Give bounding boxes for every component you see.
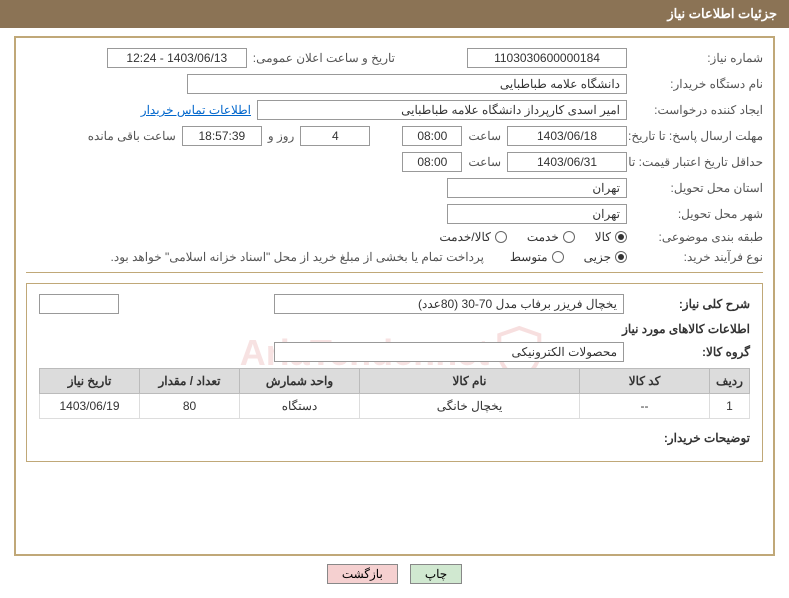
radio-dot-icon: [495, 231, 507, 243]
process-note: پرداخت تمام یا بخشی از مبلغ خرید از محل …: [111, 250, 484, 264]
row-process: نوع فرآیند خرید: جزیی متوسط پرداخت تمام …: [26, 250, 763, 264]
time-remaining: 18:57:39: [182, 126, 262, 146]
row-category: طبقه بندی موضوعی: کالا خدمت کالا/خدمت: [26, 230, 763, 244]
need-number-label: شماره نیاز:: [633, 51, 763, 65]
cell-date: 1403/06/19: [40, 394, 140, 419]
back-button[interactable]: بازگشت: [327, 564, 398, 584]
days-remaining: 4: [300, 126, 370, 146]
desc-extra-box: [39, 294, 119, 314]
radio-khadamat-label: خدمت: [527, 230, 559, 244]
goods-group-value: محصولات الکترونیکی: [274, 342, 624, 362]
city-label: شهر محل تحویل:: [633, 207, 763, 221]
goods-group-label: گروه کالا:: [630, 345, 750, 359]
col-name: نام کالا: [360, 369, 580, 394]
row-validity: حداقل تاریخ اعتبار قیمت: تا تاریخ: 1403/…: [26, 152, 763, 172]
radio-small[interactable]: جزیی: [584, 250, 627, 264]
announce-value: 1403/06/13 - 12:24: [107, 48, 247, 68]
col-row: ردیف: [710, 369, 750, 394]
radio-dot-icon: [615, 251, 627, 263]
col-qty: تعداد / مقدار: [140, 369, 240, 394]
buyer-org-label: نام دستگاه خریدار:: [633, 77, 763, 91]
cell-unit: دستگاه: [240, 394, 360, 419]
city-value: تهران: [447, 204, 627, 224]
radio-kalakhadmat[interactable]: کالا/خدمت: [439, 230, 506, 244]
category-radio-group: کالا خدمت کالا/خدمت: [439, 230, 627, 244]
col-date: تاریخ نیاز: [40, 369, 140, 394]
province-value: تهران: [447, 178, 627, 198]
row-need-number: شماره نیاز: 1103030600000184 تاریخ و ساع…: [26, 48, 763, 68]
cell-name: یخچال خانگی: [360, 394, 580, 419]
radio-kalakhadmat-label: کالا/خدمت: [439, 230, 490, 244]
col-code: کد کالا: [580, 369, 710, 394]
process-radio-group: جزیی متوسط: [510, 250, 627, 264]
requester-value: امیر اسدی کارپرداز دانشگاه علامه طباطبای…: [257, 100, 627, 120]
content-panel: AriaTender.net شماره نیاز: 1103030600000…: [14, 36, 775, 556]
col-unit: واحد شمارش: [240, 369, 360, 394]
desc-label: شرح کلی نیاز:: [630, 297, 750, 311]
contact-buyer-link[interactable]: اطلاعات تماس خریدار: [141, 103, 251, 117]
radio-kala[interactable]: کالا: [595, 230, 627, 244]
validity-time: 08:00: [402, 152, 462, 172]
radio-medium-label: متوسط: [510, 250, 548, 264]
cell-code: --: [580, 394, 710, 419]
remaining-label: ساعت باقی مانده: [88, 129, 176, 143]
radio-kala-label: کالا: [595, 230, 611, 244]
radio-small-label: جزیی: [584, 250, 611, 264]
reply-deadline-label: مهلت ارسال پاسخ: تا تاریخ:: [633, 129, 763, 143]
announce-label: تاریخ و ساعت اعلان عمومی:: [253, 51, 395, 65]
days-and-label: روز و: [268, 129, 295, 143]
cell-qty: 80: [140, 394, 240, 419]
divider: [26, 272, 763, 273]
table-row: 1 -- یخچال خانگی دستگاه 80 1403/06/19: [40, 394, 750, 419]
row-buyer-notes: توضیحات خریدار:: [39, 431, 750, 445]
radio-medium[interactable]: متوسط: [510, 250, 564, 264]
radio-khadamat[interactable]: خدمت: [527, 230, 575, 244]
row-desc: شرح کلی نیاز: یخچال فریزر برفاب مدل 70-3…: [39, 294, 750, 314]
needs-section: شرح کلی نیاز: یخچال فریزر برفاب مدل 70-3…: [26, 283, 763, 462]
page-title: جزئیات اطلاعات نیاز: [667, 6, 777, 21]
category-label: طبقه بندی موضوعی:: [633, 230, 763, 244]
cell-row: 1: [710, 394, 750, 419]
goods-info-label: اطلاعات کالاهای مورد نیاز: [622, 322, 750, 336]
requester-label: ایجاد کننده درخواست:: [633, 103, 763, 117]
validity-date: 1403/06/31: [507, 152, 627, 172]
validity-label: حداقل تاریخ اعتبار قیمت: تا تاریخ:: [633, 155, 763, 169]
table-header-row: ردیف کد کالا نام کالا واحد شمارش تعداد /…: [40, 369, 750, 394]
process-label: نوع فرآیند خرید:: [633, 250, 763, 264]
action-buttons: چاپ بازگشت: [0, 564, 789, 584]
row-goods-group: گروه کالا: محصولات الکترونیکی: [39, 342, 750, 362]
reply-deadline-time: 08:00: [402, 126, 462, 146]
row-province: استان محل تحویل: تهران: [26, 178, 763, 198]
goods-table: ردیف کد کالا نام کالا واحد شمارش تعداد /…: [39, 368, 750, 419]
province-label: استان محل تحویل:: [633, 181, 763, 195]
row-goods-info: اطلاعات کالاهای مورد نیاز: [39, 322, 750, 336]
buyer-org-value: دانشگاه علامه طباطبایی: [187, 74, 627, 94]
desc-value: یخچال فریزر برفاب مدل 70-30 (80عدد): [274, 294, 624, 314]
time-label-b: ساعت: [468, 155, 501, 169]
radio-dot-icon: [563, 231, 575, 243]
radio-dot-icon: [615, 231, 627, 243]
radio-dot-icon: [552, 251, 564, 263]
print-button[interactable]: چاپ: [410, 564, 462, 584]
time-label-a: ساعت: [468, 129, 501, 143]
page-header: جزئیات اطلاعات نیاز: [0, 0, 789, 28]
buyer-notes-label: توضیحات خریدار:: [664, 431, 750, 445]
row-buyer-org: نام دستگاه خریدار: دانشگاه علامه طباطبای…: [26, 74, 763, 94]
need-number-value: 1103030600000184: [467, 48, 627, 68]
row-city: شهر محل تحویل: تهران: [26, 204, 763, 224]
reply-deadline-date: 1403/06/18: [507, 126, 627, 146]
row-requester: ایجاد کننده درخواست: امیر اسدی کارپرداز …: [26, 100, 763, 120]
row-reply-deadline: مهلت ارسال پاسخ: تا تاریخ: 1403/06/18 سا…: [26, 126, 763, 146]
